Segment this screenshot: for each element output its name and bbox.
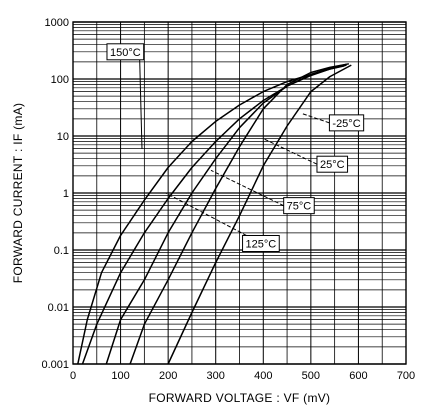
y-tick-label: 0.1 (54, 245, 69, 257)
annotation-box (283, 197, 315, 215)
y-tick-label: 1000 (45, 17, 69, 29)
series-curve (81, 64, 347, 365)
annotation-label: 125°C (246, 239, 277, 251)
series-curve (129, 63, 350, 365)
x-tick-label: 200 (159, 370, 177, 382)
series-curves (77, 63, 352, 365)
y-tick-label: 0.01 (48, 302, 69, 314)
y-tick-label: 10 (57, 131, 69, 143)
y-axis-title: FORWARD CURRENT : IF (mA) (11, 103, 25, 284)
annotation-box (106, 43, 145, 61)
series-curve (105, 63, 347, 365)
series-curve (77, 65, 345, 365)
x-tick-label: 0 (70, 370, 76, 382)
annotation: 75°C (210, 169, 315, 215)
annotation: -25°C (301, 112, 365, 132)
series-curve (167, 64, 352, 365)
y-tick-label: 100 (51, 74, 69, 86)
annotation-box (316, 155, 349, 173)
annotation: 125°C (165, 192, 280, 253)
annotation-leader (301, 112, 330, 124)
grid (73, 21, 406, 365)
annotation-label: 25°C (320, 159, 345, 171)
tick-labels: 0 100 200 300 400 500 600 700 0.001 0.01 0.1 1 10 100… (41, 17, 415, 382)
x-tick-label: 500 (302, 370, 320, 382)
x-tick-label: 600 (349, 370, 367, 382)
x-tick-label: 700 (397, 370, 415, 382)
x-tick-label: 400 (254, 370, 272, 382)
annotation-label: -25°C (332, 118, 360, 130)
annotation: 25°C (263, 138, 349, 173)
plot-frame (72, 21, 407, 365)
y-tick-label: 0.001 (41, 359, 69, 371)
annotation-leader (139, 59, 143, 149)
curve-annotations: 150°C -25°C 25°C 75°C 125°C (106, 43, 365, 253)
annotation-box (328, 114, 365, 132)
annotation-label: 150°C (110, 47, 141, 59)
annotation: 150°C (106, 43, 145, 149)
annotation-leader (165, 192, 247, 236)
annotation-box (242, 235, 280, 253)
annotation-leader (210, 169, 284, 207)
annotation-leader (263, 138, 318, 165)
annotation-label: 75°C (287, 201, 312, 213)
x-tick-label: 100 (111, 370, 129, 382)
x-tick-label: 300 (207, 370, 225, 382)
x-axis-title: FORWARD VOLTAGE : VF (mV) (149, 391, 331, 405)
y-tick-label: 1 (63, 188, 69, 200)
